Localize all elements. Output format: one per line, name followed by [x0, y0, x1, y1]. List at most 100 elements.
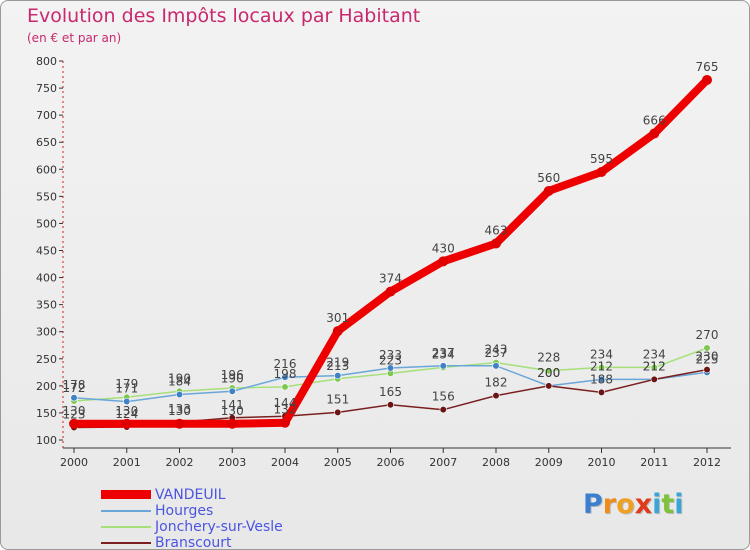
chart-title: Evolution des Impôts locaux par Habitant [27, 5, 421, 27]
logo-letter: x [634, 489, 653, 520]
data-label: 200 [537, 366, 560, 380]
data-label: 225 [696, 352, 719, 366]
data-label: 130 [221, 404, 244, 418]
data-label: 216 [274, 357, 297, 371]
data-label: 237 [432, 346, 455, 360]
axes: 100 150 200 250 300 350 400 450 500 550 600 650 700 7… [36, 55, 731, 469]
data-point [650, 363, 658, 372]
data-point [545, 382, 553, 390]
data-label: 212 [643, 359, 666, 373]
data-point [174, 418, 185, 429]
y-tick-label: 200 [36, 380, 57, 393]
data-point [385, 286, 396, 297]
logo-letter: r [602, 489, 617, 520]
data-label: 130 [63, 404, 86, 418]
y-tick-label: 300 [36, 326, 57, 339]
data-point [334, 408, 342, 416]
data-point [228, 387, 236, 395]
logo-letter: P [583, 489, 603, 520]
logo-letter: i [674, 489, 684, 520]
legend-swatch [101, 542, 151, 544]
x-tick-label: 2007 [429, 456, 457, 469]
data-point [492, 362, 500, 370]
logo-letter: t [661, 489, 675, 520]
data-point [649, 128, 660, 139]
data-label: 374 [379, 272, 402, 286]
x-tick-label: 2006 [377, 456, 405, 469]
data-label: 156 [432, 390, 455, 404]
data-label: 182 [485, 376, 508, 390]
data-label: 141 [221, 398, 244, 412]
logo-letter: i [652, 489, 662, 520]
data-point [650, 375, 658, 383]
data-label: 178 [63, 378, 86, 392]
data-point [703, 344, 711, 352]
data-label: 190 [168, 371, 191, 385]
y-tick-label: 150 [36, 407, 57, 420]
legend-label: Jonchery-sur-Vesle [155, 519, 283, 535]
series-lines [69, 74, 712, 432]
y-tick-label: 800 [36, 55, 57, 68]
data-label: 219 [326, 356, 349, 370]
data-point [491, 238, 501, 249]
data-point [703, 366, 711, 374]
data-label: 223 [379, 353, 402, 367]
data-label: 765 [696, 60, 719, 74]
y-tick-label: 650 [36, 136, 57, 149]
data-label: 132 [274, 403, 297, 417]
x-tick-label: 2004 [271, 456, 299, 469]
y-tick-label: 500 [36, 217, 57, 230]
logo-letter: o [616, 489, 635, 520]
data-point [69, 418, 79, 429]
data-point [280, 417, 290, 428]
data-label: 190 [221, 371, 244, 385]
legend-swatch [101, 510, 151, 512]
x-tick-label: 2001 [113, 456, 141, 469]
legend-swatch [101, 490, 151, 499]
data-label: 430 [432, 241, 455, 255]
data-point [227, 418, 238, 429]
data-label: 188 [590, 372, 613, 386]
data-label: 234 [643, 347, 666, 361]
data-label: 666 [643, 114, 666, 128]
data-label: 184 [168, 375, 191, 389]
data-point [597, 363, 606, 372]
x-tick-label: 2009 [535, 456, 563, 469]
data-point [281, 383, 289, 391]
legend-label: Hourges [155, 503, 214, 519]
data-label: 124 [115, 407, 138, 421]
data-point [121, 418, 132, 429]
x-tick-label: 2002 [166, 456, 194, 469]
data-label: 243 [485, 343, 508, 357]
y-tick-label: 450 [36, 245, 57, 258]
data-label: 196 [221, 368, 244, 382]
legend-label: Branscourt [155, 535, 232, 550]
data-label: 130 [168, 404, 191, 418]
legend-swatch [101, 526, 151, 528]
data-label: 234 [432, 347, 455, 361]
data-label: 151 [326, 392, 349, 406]
data-label: 212 [643, 359, 666, 373]
x-tick-label: 2003 [218, 456, 246, 469]
data-label: 179 [115, 377, 138, 391]
data-label: 123 [63, 408, 86, 422]
x-tick-label: 2000 [60, 456, 88, 469]
data-label: 212 [590, 359, 613, 373]
data-label: 213 [326, 359, 349, 373]
data-point [334, 371, 342, 380]
data-label: 560 [537, 171, 560, 185]
y-tick-label: 350 [36, 299, 57, 312]
data-labels: 1721781231301791711241301901841331301961… [63, 60, 719, 422]
data-point [596, 166, 607, 177]
data-label: 463 [485, 223, 508, 237]
data-label: 144 [274, 396, 297, 410]
data-label: 171 [115, 382, 138, 396]
data-point [281, 373, 289, 381]
data-point [438, 256, 449, 267]
data-point [543, 185, 554, 196]
y-tick-label: 550 [36, 190, 57, 203]
data-point [386, 401, 395, 409]
x-tick-label: 2011 [640, 456, 668, 469]
